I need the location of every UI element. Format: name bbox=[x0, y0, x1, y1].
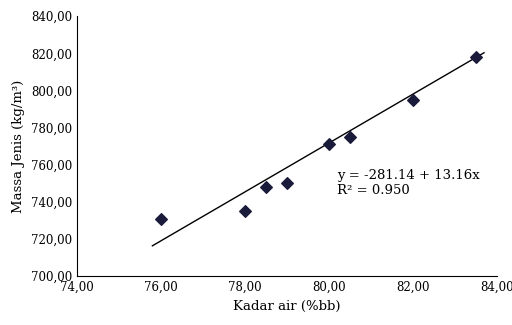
Text: y = -281.14 + 13.16x
R² = 0.950: y = -281.14 + 13.16x R² = 0.950 bbox=[337, 169, 480, 197]
Point bbox=[262, 185, 270, 190]
Point bbox=[472, 55, 480, 60]
Point bbox=[409, 97, 417, 102]
Point bbox=[283, 181, 291, 186]
Point bbox=[241, 209, 249, 214]
X-axis label: Kadar air (%bb): Kadar air (%bb) bbox=[233, 300, 340, 313]
Point bbox=[325, 142, 333, 147]
Point bbox=[157, 216, 165, 221]
Point bbox=[346, 134, 354, 139]
Y-axis label: Massa Jenis (kg/m³): Massa Jenis (kg/m³) bbox=[12, 80, 25, 213]
